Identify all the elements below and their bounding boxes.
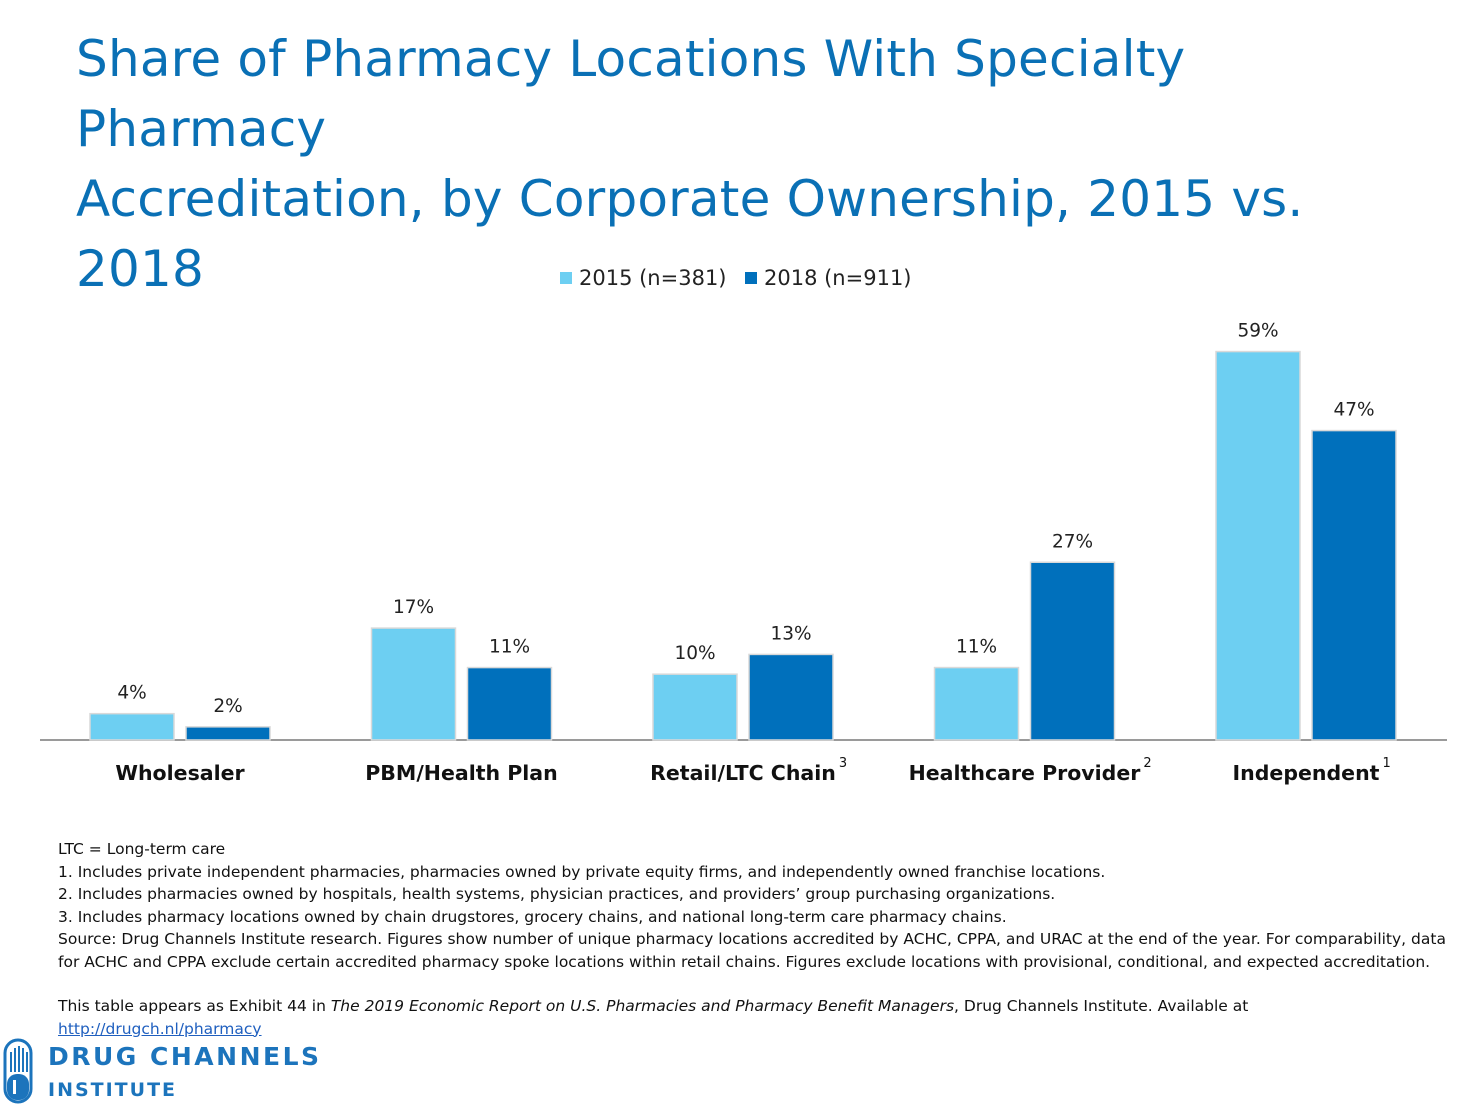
bar-2018-2 bbox=[466, 666, 553, 741]
bar-2018-1 bbox=[185, 726, 271, 741]
logo-name-line-1: DRUG CHANNELS bbox=[48, 1042, 322, 1071]
category-footnote-mark-3: 3 bbox=[839, 756, 847, 771]
data-label-2015-4: 11% bbox=[956, 637, 997, 658]
source-note: Source: Drug Channels Institute research… bbox=[58, 930, 1446, 971]
data-label-2018-2: 11% bbox=[489, 637, 530, 658]
bar-chart: 2015 (n=381) 2018 (n=911) 4% 2% Wholesaler 17… bbox=[40, 266, 1447, 785]
bar-2018-5 bbox=[1311, 429, 1397, 741]
bar-2015-5 bbox=[1215, 350, 1301, 741]
legend-label-1: 2015 (n=381) bbox=[579, 266, 727, 290]
note-ltc: LTC = Long-term care bbox=[58, 840, 226, 858]
note-2: 2. Includes pharmacies owned by hospital… bbox=[58, 885, 1056, 903]
title-line-1: Share of Pharmacy Locations With Special… bbox=[76, 30, 1186, 158]
category-footnote-mark-4: 2 bbox=[1143, 756, 1151, 771]
bar-2015-3 bbox=[652, 673, 738, 741]
dci-logo: DRUG CHANNELS INSTITUTE bbox=[0, 1036, 340, 1106]
note-1: 1. Includes private independent pharmaci… bbox=[58, 862, 1106, 881]
exhibit-prefix: This table appears as Exhibit 44 in bbox=[58, 997, 331, 1015]
exhibit-note: This table appears as Exhibit 44 in The … bbox=[58, 995, 1453, 1040]
data-label-2018-4: 27% bbox=[1052, 531, 1093, 552]
category-label-3: Retail/LTC Chain bbox=[650, 761, 836, 785]
title-line-2: Accreditation, by Corporate Ownership, 2… bbox=[76, 170, 1304, 298]
capsule-icon bbox=[3, 1038, 33, 1104]
report-link[interactable]: http://drugch.nl/pharmacy bbox=[58, 1019, 262, 1038]
data-label-2018-1: 2% bbox=[213, 696, 242, 717]
category-label-1: Wholesaler bbox=[115, 761, 245, 785]
legend-swatch-2 bbox=[745, 272, 757, 284]
data-label-2018-5: 47% bbox=[1333, 400, 1374, 421]
legend-swatch-1 bbox=[560, 272, 572, 284]
category-footnote-mark-5: 1 bbox=[1382, 756, 1390, 771]
chart-title: Share of Pharmacy Locations With Special… bbox=[76, 24, 1436, 304]
data-label-2015-1: 4% bbox=[117, 683, 146, 704]
data-label-2015-2: 17% bbox=[393, 597, 434, 618]
data-label-2015-3: 10% bbox=[674, 643, 715, 664]
bar-2015-2 bbox=[370, 627, 457, 741]
report-title: The 2019 Economic Report on U.S. Pharmac… bbox=[330, 997, 955, 1015]
data-label-2015-5: 59% bbox=[1237, 321, 1278, 342]
note-3: 3. Includes pharmacy locations owned by … bbox=[58, 907, 1007, 926]
data-label-2018-3: 13% bbox=[770, 623, 811, 644]
category-label-2: PBM/Health Plan bbox=[365, 761, 557, 785]
logo-name-line-2: INSTITUTE bbox=[48, 1079, 178, 1101]
category-label-4: Healthcare Provider bbox=[909, 761, 1142, 785]
category-label-5: Independent bbox=[1233, 761, 1380, 785]
bar-2018-3 bbox=[748, 653, 834, 741]
bar-2015-1 bbox=[89, 712, 175, 741]
exhibit-suffix: , Drug Channels Institute. Available at bbox=[954, 997, 1249, 1015]
legend-label-2: 2018 (n=911) bbox=[764, 266, 912, 290]
bar-2015-4 bbox=[933, 666, 1020, 741]
footnotes: LTC = Long-term care 1. Includes private… bbox=[58, 838, 1453, 1040]
bar-2018-4 bbox=[1029, 561, 1116, 741]
